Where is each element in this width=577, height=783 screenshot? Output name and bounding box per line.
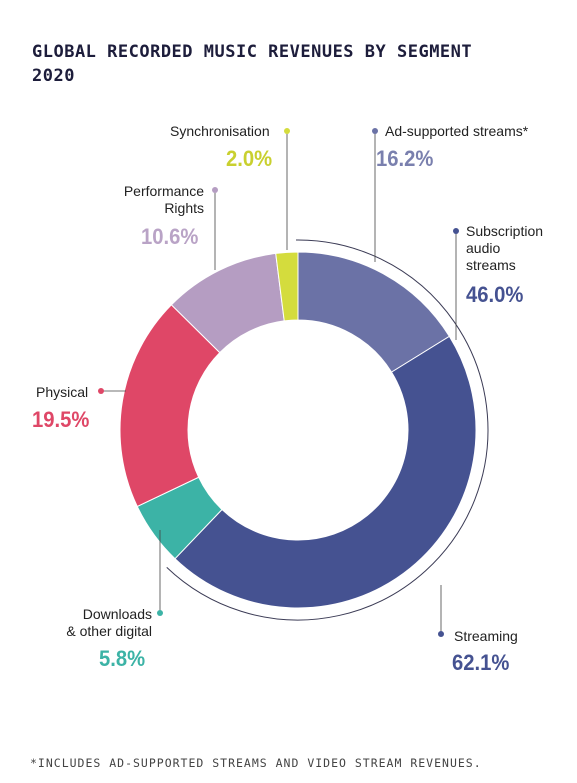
label-physical: Physical	[36, 384, 88, 401]
subscription-dot	[453, 228, 459, 234]
synchronisation-dot	[284, 128, 290, 134]
value-subscription: 46.0%	[466, 282, 524, 307]
physical-dot	[98, 388, 104, 394]
label-subscription-line-3: streams	[466, 257, 516, 273]
label-downloads-line-2: & other digital	[66, 623, 152, 639]
label-streaming: Streaming	[454, 628, 518, 645]
label-downloads: Downloads & other digital	[48, 606, 152, 640]
value-streaming: 62.1%	[452, 650, 510, 675]
chart-title-line-2: 2020	[32, 66, 75, 86]
label-performance-line-2: Rights	[164, 200, 204, 216]
label-downloads-line-1: Downloads	[82, 606, 152, 622]
label-subscription-line-2: audio	[466, 240, 501, 256]
label-synchronisation-name: Synchronisation	[170, 123, 270, 139]
label-performance-line-1: Performance	[123, 183, 204, 199]
streaming-dot	[438, 631, 444, 637]
label-subscription: Subscription audio streams	[466, 223, 543, 274]
label-ad-supported: Ad-supported streams*	[385, 123, 528, 140]
value-ad-supported: 16.2%	[376, 146, 434, 171]
chart-title-line-1: GLOBAL RECORDED MUSIC REVENUES BY SEGMEN…	[32, 42, 473, 62]
ad-supported-dot	[372, 128, 378, 134]
value-downloads: 5.8%	[99, 646, 146, 671]
value-synchronisation: 2.0%	[226, 146, 273, 171]
label-physical-name: Physical	[36, 384, 89, 400]
label-ad-supported-name: Ad-supported streams*	[385, 123, 529, 139]
value-performance-rights: 10.6%	[141, 224, 199, 249]
streaming-bracket-arc	[166, 239, 489, 621]
footnote: *INCLUDES AD-SUPPORTED STREAMS AND VIDEO…	[30, 756, 482, 770]
downloads-dot	[157, 610, 163, 616]
label-synchronisation: Synchronisation	[170, 123, 270, 140]
chart-title: GLOBAL RECORDED MUSIC REVENUES BY SEGMEN…	[32, 40, 472, 88]
slice-subscription-audio-streams	[174, 335, 477, 609]
performance-rights-dot	[212, 187, 218, 193]
label-streaming-name: Streaming	[454, 628, 518, 644]
label-subscription-line-1: Subscription	[466, 223, 544, 239]
value-physical: 19.5%	[32, 407, 90, 432]
slice-synchronisation	[275, 251, 299, 322]
label-performance-rights: Performance Rights	[114, 183, 204, 217]
